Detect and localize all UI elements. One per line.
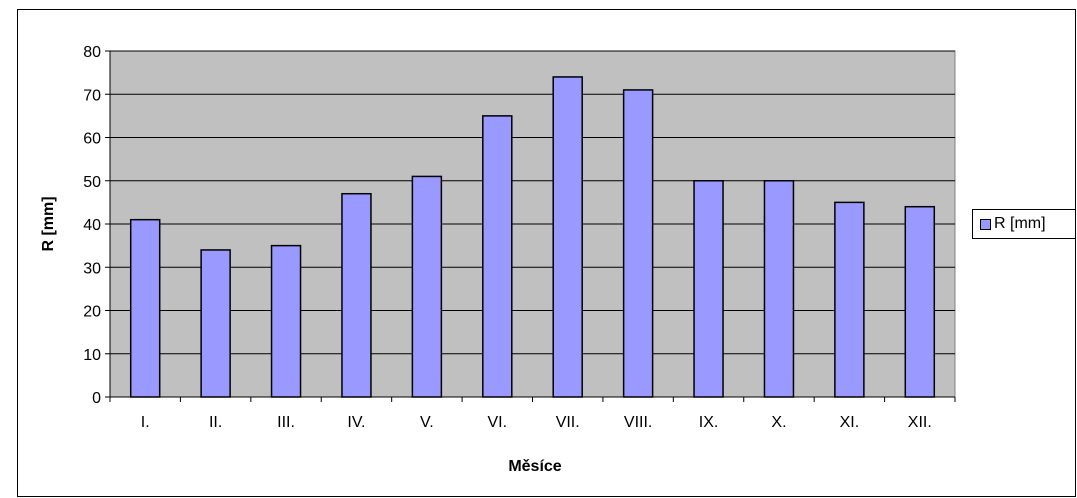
x-tick-label: V.: [420, 414, 434, 431]
x-tick-label: XII.: [908, 414, 932, 431]
legend-label: R [mm]: [994, 215, 1046, 232]
y-tick-label: 80: [83, 44, 101, 61]
bar-5: [411, 175, 443, 398]
x-tick-label: IV.: [347, 414, 365, 431]
bar-2: [200, 249, 231, 398]
y-tick-label: 0: [92, 390, 101, 407]
x-tick-label: VII.: [556, 414, 580, 431]
x-tick-label: X.: [771, 414, 786, 431]
x-tick-label: VIII.: [624, 414, 652, 431]
x-tick-label: XI.: [840, 414, 860, 431]
y-tick-label: 60: [83, 131, 101, 148]
x-tick-label: III.: [277, 414, 295, 431]
grid-lines: [110, 50, 955, 355]
bar-11: [834, 201, 865, 398]
y-axis-title: R [mm]: [40, 196, 57, 251]
bar-9: [693, 180, 724, 398]
y-tick-label: 10: [83, 347, 101, 364]
y-tick-labels: 0 10 20 30 40 50 60 70 80: [83, 44, 110, 407]
bar-7: [552, 76, 583, 398]
x-axis-title: Měsíce: [508, 458, 561, 475]
y-tick-label: 40: [83, 217, 101, 234]
y-tick-label: 20: [83, 304, 101, 321]
x-tick-label: II.: [209, 414, 222, 431]
bar-1: [129, 218, 161, 398]
bar-4: [341, 192, 372, 398]
x-tick-label: I.: [141, 414, 150, 431]
bar-12: [904, 205, 936, 398]
y-tick-label: 70: [83, 87, 101, 104]
bar-6: [482, 115, 513, 398]
y-tick-label: 30: [83, 260, 101, 277]
bar-10: [763, 180, 795, 398]
bar-8: [622, 89, 654, 398]
legend-swatch: [980, 218, 991, 230]
x-tick-label: IX.: [699, 414, 719, 431]
x-tick-labels: I. II. III. IV. V. VI. VII. VIII. IX. X. XI. XII.: [109, 397, 956, 431]
y-tick-label: 50: [83, 174, 101, 191]
x-tick-label: VI.: [488, 414, 508, 431]
bars: [129, 76, 936, 398]
bar-3: [270, 244, 302, 398]
legend: R [mm]: [972, 209, 1076, 239]
